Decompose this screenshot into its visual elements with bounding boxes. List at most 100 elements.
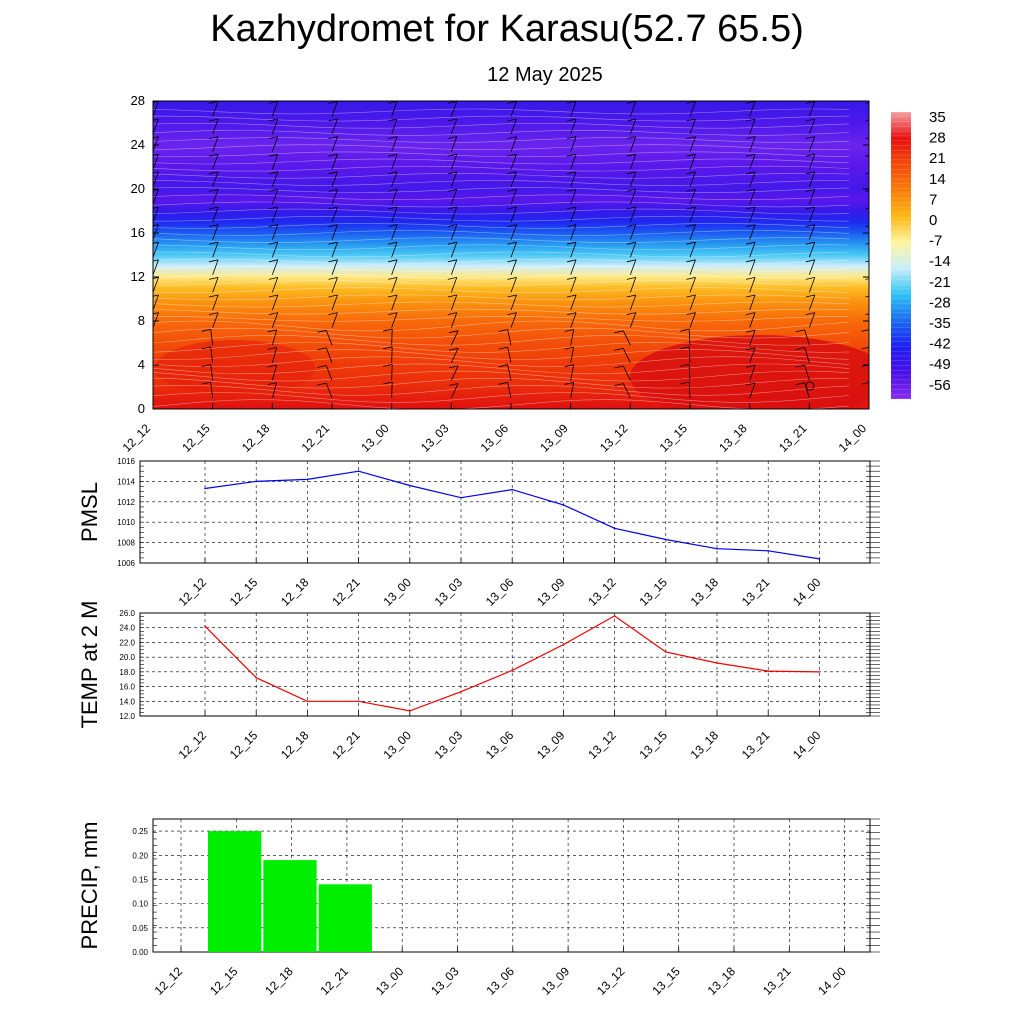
x-tick-label: 13_00 bbox=[373, 964, 407, 998]
wind-barb bbox=[629, 259, 637, 275]
wind-barb-flag bbox=[153, 294, 159, 297]
wind-barb bbox=[749, 242, 756, 258]
wind-barb-flag bbox=[805, 153, 815, 157]
wind-barb bbox=[391, 277, 398, 293]
x-tick-label: 12_21 bbox=[318, 964, 352, 998]
data-point bbox=[255, 676, 257, 679]
wind-barb bbox=[510, 206, 517, 223]
data-point bbox=[716, 547, 718, 550]
wind-barb-flag bbox=[136, 331, 145, 333]
wind-barb-flag bbox=[686, 241, 696, 245]
x-tick-label: 13_18 bbox=[688, 728, 722, 762]
wind-barb-flag bbox=[564, 346, 574, 350]
x-tick-label: 13_09 bbox=[534, 728, 568, 762]
wind-barb bbox=[153, 361, 154, 363]
wind-barb-flag bbox=[865, 102, 869, 104]
y-tick-label: 26.0 bbox=[119, 609, 135, 618]
wind-barb-flag bbox=[209, 277, 219, 280]
data-point bbox=[767, 670, 769, 672]
wind-barb bbox=[331, 294, 338, 311]
wind-barb-flag bbox=[447, 294, 457, 298]
wind-barb bbox=[153, 136, 159, 152]
wind-barb bbox=[868, 132, 869, 134]
x-tick-label: 13_09 bbox=[534, 575, 568, 609]
wind-barb bbox=[391, 101, 398, 117]
wind-barb bbox=[153, 294, 159, 311]
wind-barb-flag bbox=[507, 312, 517, 315]
wind-barb-flag bbox=[686, 189, 696, 192]
contour-line bbox=[153, 137, 850, 143]
wind-barb-flag bbox=[201, 364, 211, 367]
wind-barb bbox=[808, 242, 816, 258]
wind-barb-flag bbox=[388, 259, 398, 263]
wind-barb-flag bbox=[865, 137, 869, 139]
wind-barb bbox=[629, 154, 637, 170]
wind-barb bbox=[153, 171, 159, 187]
wind-barb bbox=[808, 259, 816, 275]
wind-barb bbox=[450, 101, 458, 117]
wind-barb bbox=[212, 154, 219, 170]
wind-barb-flag bbox=[328, 224, 338, 227]
wind-barb bbox=[570, 364, 575, 381]
x-tick-label: 13_09 bbox=[539, 964, 573, 998]
wind-barb-flag bbox=[564, 329, 574, 332]
x-tick-label: 12_18 bbox=[278, 728, 312, 762]
wind-barb bbox=[153, 242, 159, 258]
wind-barb bbox=[689, 224, 696, 240]
wind-barb-flag bbox=[153, 171, 159, 174]
wind-barb-flag bbox=[680, 381, 690, 385]
wind-barb bbox=[808, 171, 816, 187]
wind-barb bbox=[570, 154, 577, 170]
wind-barb-flag bbox=[865, 243, 869, 245]
wind-barb bbox=[749, 347, 756, 363]
wind-barb-flag bbox=[861, 346, 869, 350]
contour-line bbox=[153, 108, 850, 115]
wind-barb bbox=[688, 381, 691, 399]
wind-barb-flag bbox=[746, 294, 756, 298]
y-tick-label: 0.10 bbox=[132, 900, 148, 909]
wind-barb bbox=[210, 382, 214, 399]
wind-barb-flag bbox=[865, 260, 869, 263]
wind-barb-flag bbox=[328, 153, 338, 157]
wind-barb-flag bbox=[447, 101, 457, 104]
wind-barb-flag bbox=[449, 383, 459, 386]
wind-barb bbox=[688, 329, 691, 346]
data-point bbox=[204, 625, 206, 627]
y-tick-label: 24.0 bbox=[119, 624, 135, 633]
wind-barb-flag bbox=[268, 259, 278, 263]
wind-barb-flag bbox=[209, 136, 219, 139]
wind-barb-flag bbox=[136, 384, 145, 386]
wind-barb bbox=[510, 294, 517, 311]
wind-barb-flag bbox=[507, 189, 517, 192]
contour-line bbox=[153, 399, 850, 409]
colorbar-label: -56 bbox=[929, 377, 951, 394]
bar bbox=[318, 884, 372, 952]
wind-barb bbox=[749, 118, 756, 135]
wind-barb bbox=[510, 171, 517, 187]
wind-barb-flag bbox=[865, 119, 869, 122]
x-tick-label: 14_00 bbox=[815, 964, 849, 998]
wind-barb bbox=[689, 294, 696, 311]
wind-barb-flag bbox=[614, 365, 624, 369]
x-tick-label: 12_18 bbox=[239, 421, 273, 455]
wind-barb bbox=[622, 330, 631, 346]
wind-barb-flag bbox=[388, 241, 398, 245]
wind-barb-flag bbox=[567, 259, 577, 263]
data-point bbox=[613, 615, 616, 617]
wind-barb bbox=[450, 118, 458, 135]
wind-barb bbox=[808, 189, 816, 205]
wind-barb-flag bbox=[805, 294, 815, 298]
wind-barb bbox=[629, 206, 637, 223]
x-tick-label: 13_21 bbox=[760, 964, 794, 998]
x-tick-label: 13_06 bbox=[483, 728, 517, 762]
contour-line bbox=[153, 301, 850, 308]
wind-barb bbox=[629, 118, 637, 135]
wind-barb bbox=[689, 242, 696, 258]
contour-line bbox=[153, 158, 850, 165]
wind-barb bbox=[325, 382, 333, 399]
wind-barb-flag bbox=[567, 241, 577, 245]
wind-barb bbox=[212, 277, 219, 293]
wind-barb bbox=[153, 224, 159, 240]
wind-barb bbox=[271, 382, 278, 399]
wind-barb-flag bbox=[626, 101, 636, 104]
